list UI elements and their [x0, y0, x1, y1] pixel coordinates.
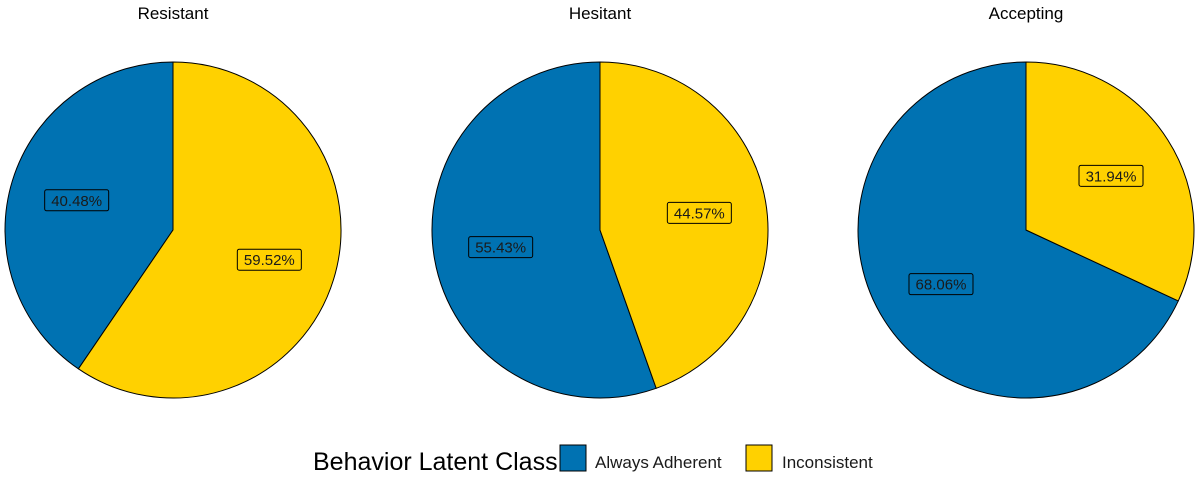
slice-data-label: 44.57%	[666, 201, 732, 224]
pie-slice-always-adherent	[431, 61, 657, 399]
data-label-text: 31.94%	[1086, 168, 1137, 185]
data-label-text: 68.06%	[916, 277, 967, 294]
pie-slice-inconsistent	[77, 61, 342, 399]
data-label-box	[44, 189, 110, 212]
data-label-box	[468, 236, 534, 259]
slice-data-label: 59.52%	[236, 248, 302, 271]
pie-panel-accepting: Accepting 68.06% 31.94%	[857, 4, 1195, 399]
data-label-text: 40.48%	[51, 193, 102, 210]
slice-data-label: 68.06%	[908, 273, 974, 296]
slice-data-label: 55.43%	[468, 236, 534, 259]
data-label-text: 55.43%	[475, 240, 526, 257]
pie-panels: Resistant 40.48% 59.52% Hesitant 55.43% 44.57…	[4, 4, 1195, 399]
slice-data-label: 31.94%	[1078, 164, 1144, 187]
data-label-box	[908, 273, 974, 296]
legend: Behavior Latent Class Always Adherent In…	[313, 444, 873, 476]
data-label-text: 59.52%	[244, 252, 295, 269]
pie-panel-hesitant: Hesitant 55.43% 44.57%	[431, 4, 769, 399]
legend-key-inconsistent	[745, 444, 773, 472]
pie-panel-resistant: Resistant 40.48% 59.52%	[4, 4, 342, 399]
pie-slice-always-adherent	[4, 61, 174, 370]
data-label-box	[236, 248, 302, 271]
legend-title: Behavior Latent Class	[313, 448, 558, 476]
panel-title: Resistant	[138, 4, 209, 23]
legend-key-always-adherent	[559, 444, 587, 472]
legend-label-inconsistent: Inconsistent	[782, 453, 873, 472]
slice-data-label: 40.48%	[44, 189, 110, 212]
pie-slice-inconsistent	[599, 61, 769, 389]
data-label-box	[1078, 164, 1144, 187]
panel-title: Hesitant	[569, 4, 632, 23]
pie-slice-always-adherent	[857, 61, 1179, 399]
data-label-text: 44.57%	[674, 205, 725, 222]
panel-title: Accepting	[989, 4, 1064, 23]
legend-label-always-adherent: Always Adherent	[595, 453, 722, 472]
data-label-box	[666, 201, 732, 224]
